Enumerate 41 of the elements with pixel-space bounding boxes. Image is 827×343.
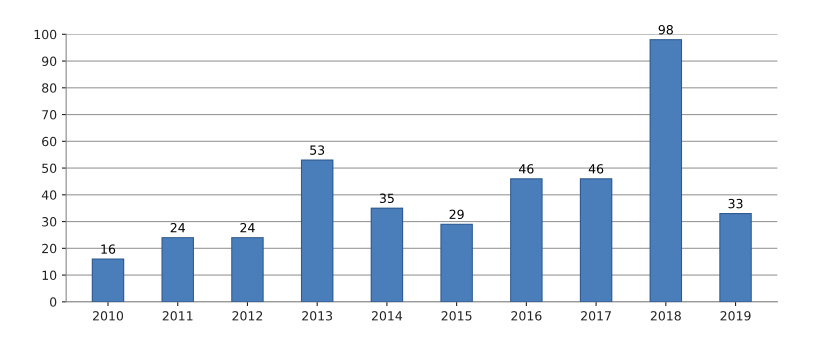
bar	[92, 258, 124, 302]
x-tick-label: 2016	[511, 311, 542, 321]
y-tick-label: 20	[42, 244, 56, 254]
bar	[231, 237, 264, 302]
y-tick-label: 60	[42, 136, 56, 146]
y-tick-label: 100	[34, 30, 56, 40]
y-tick-label: 50	[42, 164, 56, 173]
data-label: 33	[728, 198, 742, 208]
x-tick-label: 2018	[650, 311, 681, 321]
bar	[580, 178, 612, 302]
bar	[161, 237, 194, 302]
data-label: 46	[519, 164, 534, 174]
y-tick-label: 90	[42, 56, 56, 66]
x-tick-label: 2014	[372, 311, 402, 321]
y-tick-label: 30	[42, 217, 56, 227]
y-tick-label: 10	[42, 270, 56, 280]
data-label: 29	[450, 210, 464, 220]
bar	[510, 178, 543, 302]
bar	[719, 212, 752, 302]
data-label: 24	[170, 222, 185, 232]
y-tick-label: 70	[42, 110, 56, 120]
data-label: 53	[310, 145, 324, 155]
x-tick-label: 2013	[302, 311, 332, 321]
data-label: 16	[101, 244, 116, 254]
x-tick-label: 2015	[442, 311, 472, 321]
bar	[650, 39, 682, 302]
x-tick-label: 2019	[720, 311, 751, 321]
data-label: 46	[588, 164, 604, 174]
data-label: 98	[658, 24, 673, 34]
x-tick-label: 2017	[581, 311, 611, 321]
data-label: 24	[240, 222, 255, 232]
bar	[370, 208, 404, 302]
x-tick-label: 2012	[232, 311, 262, 321]
y-tick-label: 80	[42, 83, 56, 93]
y-tick-label: 40	[42, 190, 56, 200]
bar	[300, 159, 334, 302]
x-tick-label: 2011	[162, 311, 192, 321]
x-tick-label: 2010	[93, 311, 124, 321]
bar	[440, 224, 473, 302]
y-tick-label: 0	[50, 297, 56, 307]
data-label: 35	[380, 194, 394, 203]
